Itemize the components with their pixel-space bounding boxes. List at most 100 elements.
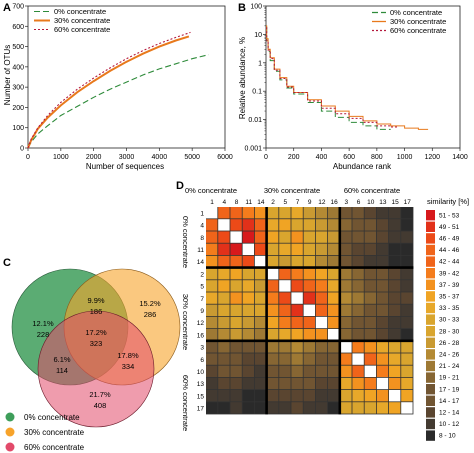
heatmap-col-label: 16 xyxy=(330,199,338,206)
heatmap-cell xyxy=(389,390,401,402)
heatmap-cell xyxy=(364,292,376,304)
venn-pct-30and60: 17.8% xyxy=(117,351,139,360)
heatmap-cell xyxy=(364,377,376,390)
heatmap-cell xyxy=(389,243,401,255)
heatmap-cell xyxy=(352,292,364,304)
heatmap-cell xyxy=(279,207,291,219)
heatmap-cell xyxy=(218,207,230,219)
heatmap-legend-label: 35 - 37 xyxy=(439,294,460,301)
heatmap-cell xyxy=(315,268,328,280)
heatmap-cell xyxy=(389,268,401,280)
heatmap-cell xyxy=(230,268,242,280)
heatmap-cell xyxy=(401,243,413,255)
heatmap-cell xyxy=(242,402,254,414)
heatmap-cell xyxy=(303,329,315,341)
heatmap-cell xyxy=(376,255,389,268)
heatmap-cell xyxy=(242,231,254,243)
heatmap-cell xyxy=(279,390,291,402)
heatmap-cell xyxy=(315,377,328,390)
heatmap-cell xyxy=(291,390,303,402)
panel-b-xlabel: Abundance rank xyxy=(333,162,392,171)
heatmap-cell xyxy=(267,219,279,231)
heatmap-col-label: 4 xyxy=(222,199,226,206)
heatmap-cell xyxy=(340,377,352,390)
heatmap-cell xyxy=(376,304,389,316)
heatmap-legend-swatch xyxy=(426,326,435,337)
heatmap-cell xyxy=(279,341,291,353)
heatmap-cell xyxy=(328,268,340,280)
heatmap-cell xyxy=(364,304,376,316)
venn-legend-label-30pct: 30% concentrate xyxy=(24,428,85,437)
heatmap-cell xyxy=(303,304,315,316)
heatmap-cell xyxy=(218,255,230,268)
heatmap-cell xyxy=(242,207,254,219)
heatmap-col-label: 8 xyxy=(235,199,239,206)
heatmap-cell xyxy=(389,255,401,268)
venn-pct-only60: 21.7% xyxy=(89,390,111,399)
heatmap-row-label: 4 xyxy=(200,223,204,230)
panel-b-legend-label: 60% concentrate xyxy=(390,26,446,35)
heatmap-cell xyxy=(206,402,218,414)
heatmap-cell xyxy=(340,341,352,353)
heatmap-cell xyxy=(267,377,279,390)
heatmap-row-label: 1 xyxy=(200,210,204,217)
heatmap-legend-label: 33 - 35 xyxy=(439,305,460,312)
heatmap-cell xyxy=(242,304,254,316)
heatmap-cell xyxy=(328,329,340,341)
heatmap-row-label: 16 xyxy=(197,332,205,339)
heatmap-legend-swatch xyxy=(426,337,435,348)
venn-count-only30: 286 xyxy=(144,310,157,319)
venn-legend-swatch-0pct xyxy=(5,412,15,422)
panel-a-xtick-label: 6000 xyxy=(217,154,233,161)
panel-a-ytick-label: 500 xyxy=(12,44,24,51)
panel-a-xtick-label: 0 xyxy=(26,154,30,161)
heatmap-cell xyxy=(389,219,401,231)
panel-a-series-line xyxy=(27,54,209,149)
heatmap-cell xyxy=(340,219,352,231)
heatmap-cell xyxy=(242,280,254,292)
heatmap-cell xyxy=(291,255,303,268)
heatmap-cell xyxy=(303,255,315,268)
heatmap-cell xyxy=(230,316,242,329)
heatmap-cell xyxy=(352,268,364,280)
panel-b-ytick-label: 1 xyxy=(258,60,262,67)
heatmap-cell xyxy=(279,243,291,255)
heatmap-cell xyxy=(230,292,242,304)
heatmap-cell xyxy=(389,402,401,414)
heatmap-cell xyxy=(328,304,340,316)
heatmap-cell xyxy=(218,341,230,353)
heatmap-cell xyxy=(206,231,218,243)
heatmap-cell xyxy=(364,231,376,243)
venn-circle-60pct xyxy=(37,310,155,428)
heatmap-cell xyxy=(315,280,328,292)
heatmap-cell xyxy=(340,304,352,316)
heatmap-col-label: 17 xyxy=(404,199,412,206)
heatmap-cell xyxy=(242,365,254,377)
heatmap-cell xyxy=(364,402,376,414)
panel-b-ytick-label: 0.01 xyxy=(248,117,262,124)
heatmap-cell xyxy=(242,316,254,329)
heatmap-row-label: 11 xyxy=(197,247,204,254)
heatmap-cell xyxy=(279,231,291,243)
heatmap-legend-label: 26 - 28 xyxy=(439,340,460,347)
heatmap-cell xyxy=(254,255,267,268)
heatmap-cell xyxy=(303,402,315,414)
heatmap-cell xyxy=(279,292,291,304)
panel-b-xtick-label: 400 xyxy=(316,154,328,161)
heatmap-col-label: 12 xyxy=(318,199,326,206)
heatmap-cell xyxy=(218,280,230,292)
heatmap-cell xyxy=(376,329,389,341)
heatmap-cell xyxy=(303,292,315,304)
heatmap-legend-label: 24 - 26 xyxy=(439,352,460,359)
heatmap-col-label: 11 xyxy=(245,199,252,206)
heatmap-cell xyxy=(267,304,279,316)
heatmap-cell xyxy=(242,329,254,341)
heatmap-cell xyxy=(230,255,242,268)
heatmap-cell xyxy=(389,329,401,341)
heatmap-col-label: 7 xyxy=(296,199,300,206)
heatmap-cell xyxy=(352,353,364,365)
heatmap-cell xyxy=(340,329,352,341)
heatmap-col-label: 10 xyxy=(367,199,375,206)
venn-legend-label-0pct: 0% concentrate xyxy=(24,413,80,422)
